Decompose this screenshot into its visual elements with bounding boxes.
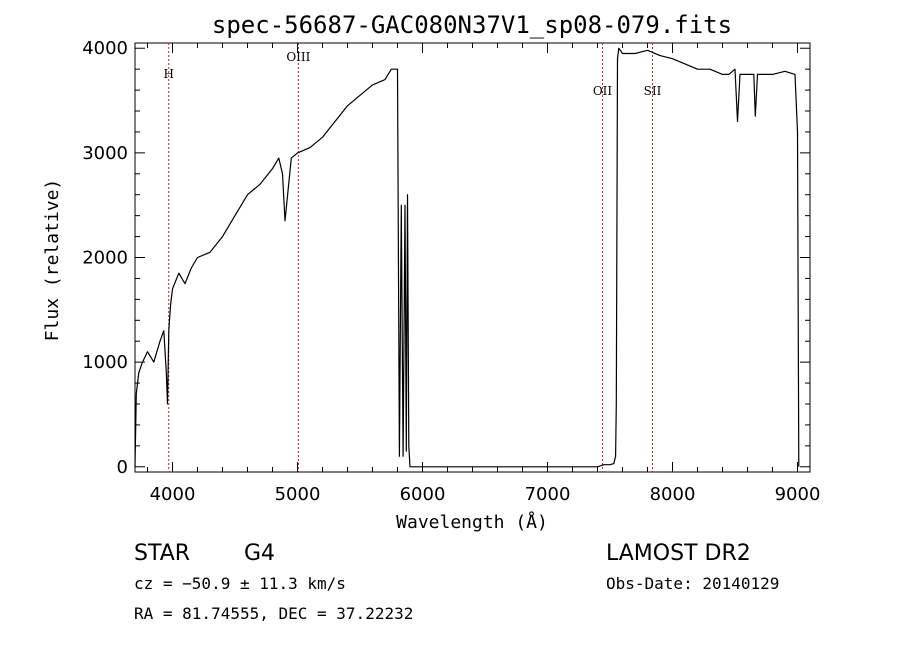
y-tick-label: 4000 — [82, 38, 128, 59]
line-marker-label: OIII — [286, 50, 310, 64]
chart-title: spec-56687-GAC080N37V1_sp08-079.fits — [212, 11, 732, 39]
redshift-cz: cz = −50.9 ± 11.3 km/s — [134, 574, 346, 593]
line-marker-label: OII — [593, 84, 613, 98]
x-tick-label: 6000 — [400, 484, 446, 505]
x-tick-label: 9000 — [775, 484, 821, 505]
x-tick-label: 5000 — [275, 484, 321, 505]
y-axis-label: Flux (relative) — [42, 179, 63, 342]
spectrum-line — [134, 47, 800, 468]
x-tick-label: 7000 — [525, 484, 571, 505]
line-marker-label: SII — [644, 84, 662, 98]
x-axis-ticks: 4000 5000 6000 7000 8000 9000 — [147, 43, 821, 505]
survey-name: LAMOST DR2 — [606, 541, 751, 566]
obs-date: Obs-Date: 20140129 — [606, 574, 779, 593]
y-tick-label: 0 — [117, 457, 128, 478]
coordinates: RA = 81.74555, DEC = 37.22232 — [134, 604, 413, 623]
x-axis-label: Wavelength (Å) — [396, 511, 548, 533]
line-marker-label: H — [164, 67, 174, 81]
y-axis-ticks: 0 1000 2000 3000 4000 — [82, 38, 810, 478]
object-class: STAR — [134, 541, 190, 566]
y-tick-label: 2000 — [82, 248, 128, 269]
spectral-line-markers: H OIII OII SII — [164, 43, 662, 472]
plot-border — [134, 42, 811, 473]
x-tick-label: 8000 — [650, 484, 696, 505]
spectrum-series — [134, 47, 800, 468]
x-tick-label: 4000 — [150, 484, 196, 505]
y-tick-label: 1000 — [82, 352, 128, 373]
object-subclass: G4 — [244, 541, 275, 566]
y-tick-label: 3000 — [82, 143, 128, 164]
plot-frame — [134, 42, 811, 473]
